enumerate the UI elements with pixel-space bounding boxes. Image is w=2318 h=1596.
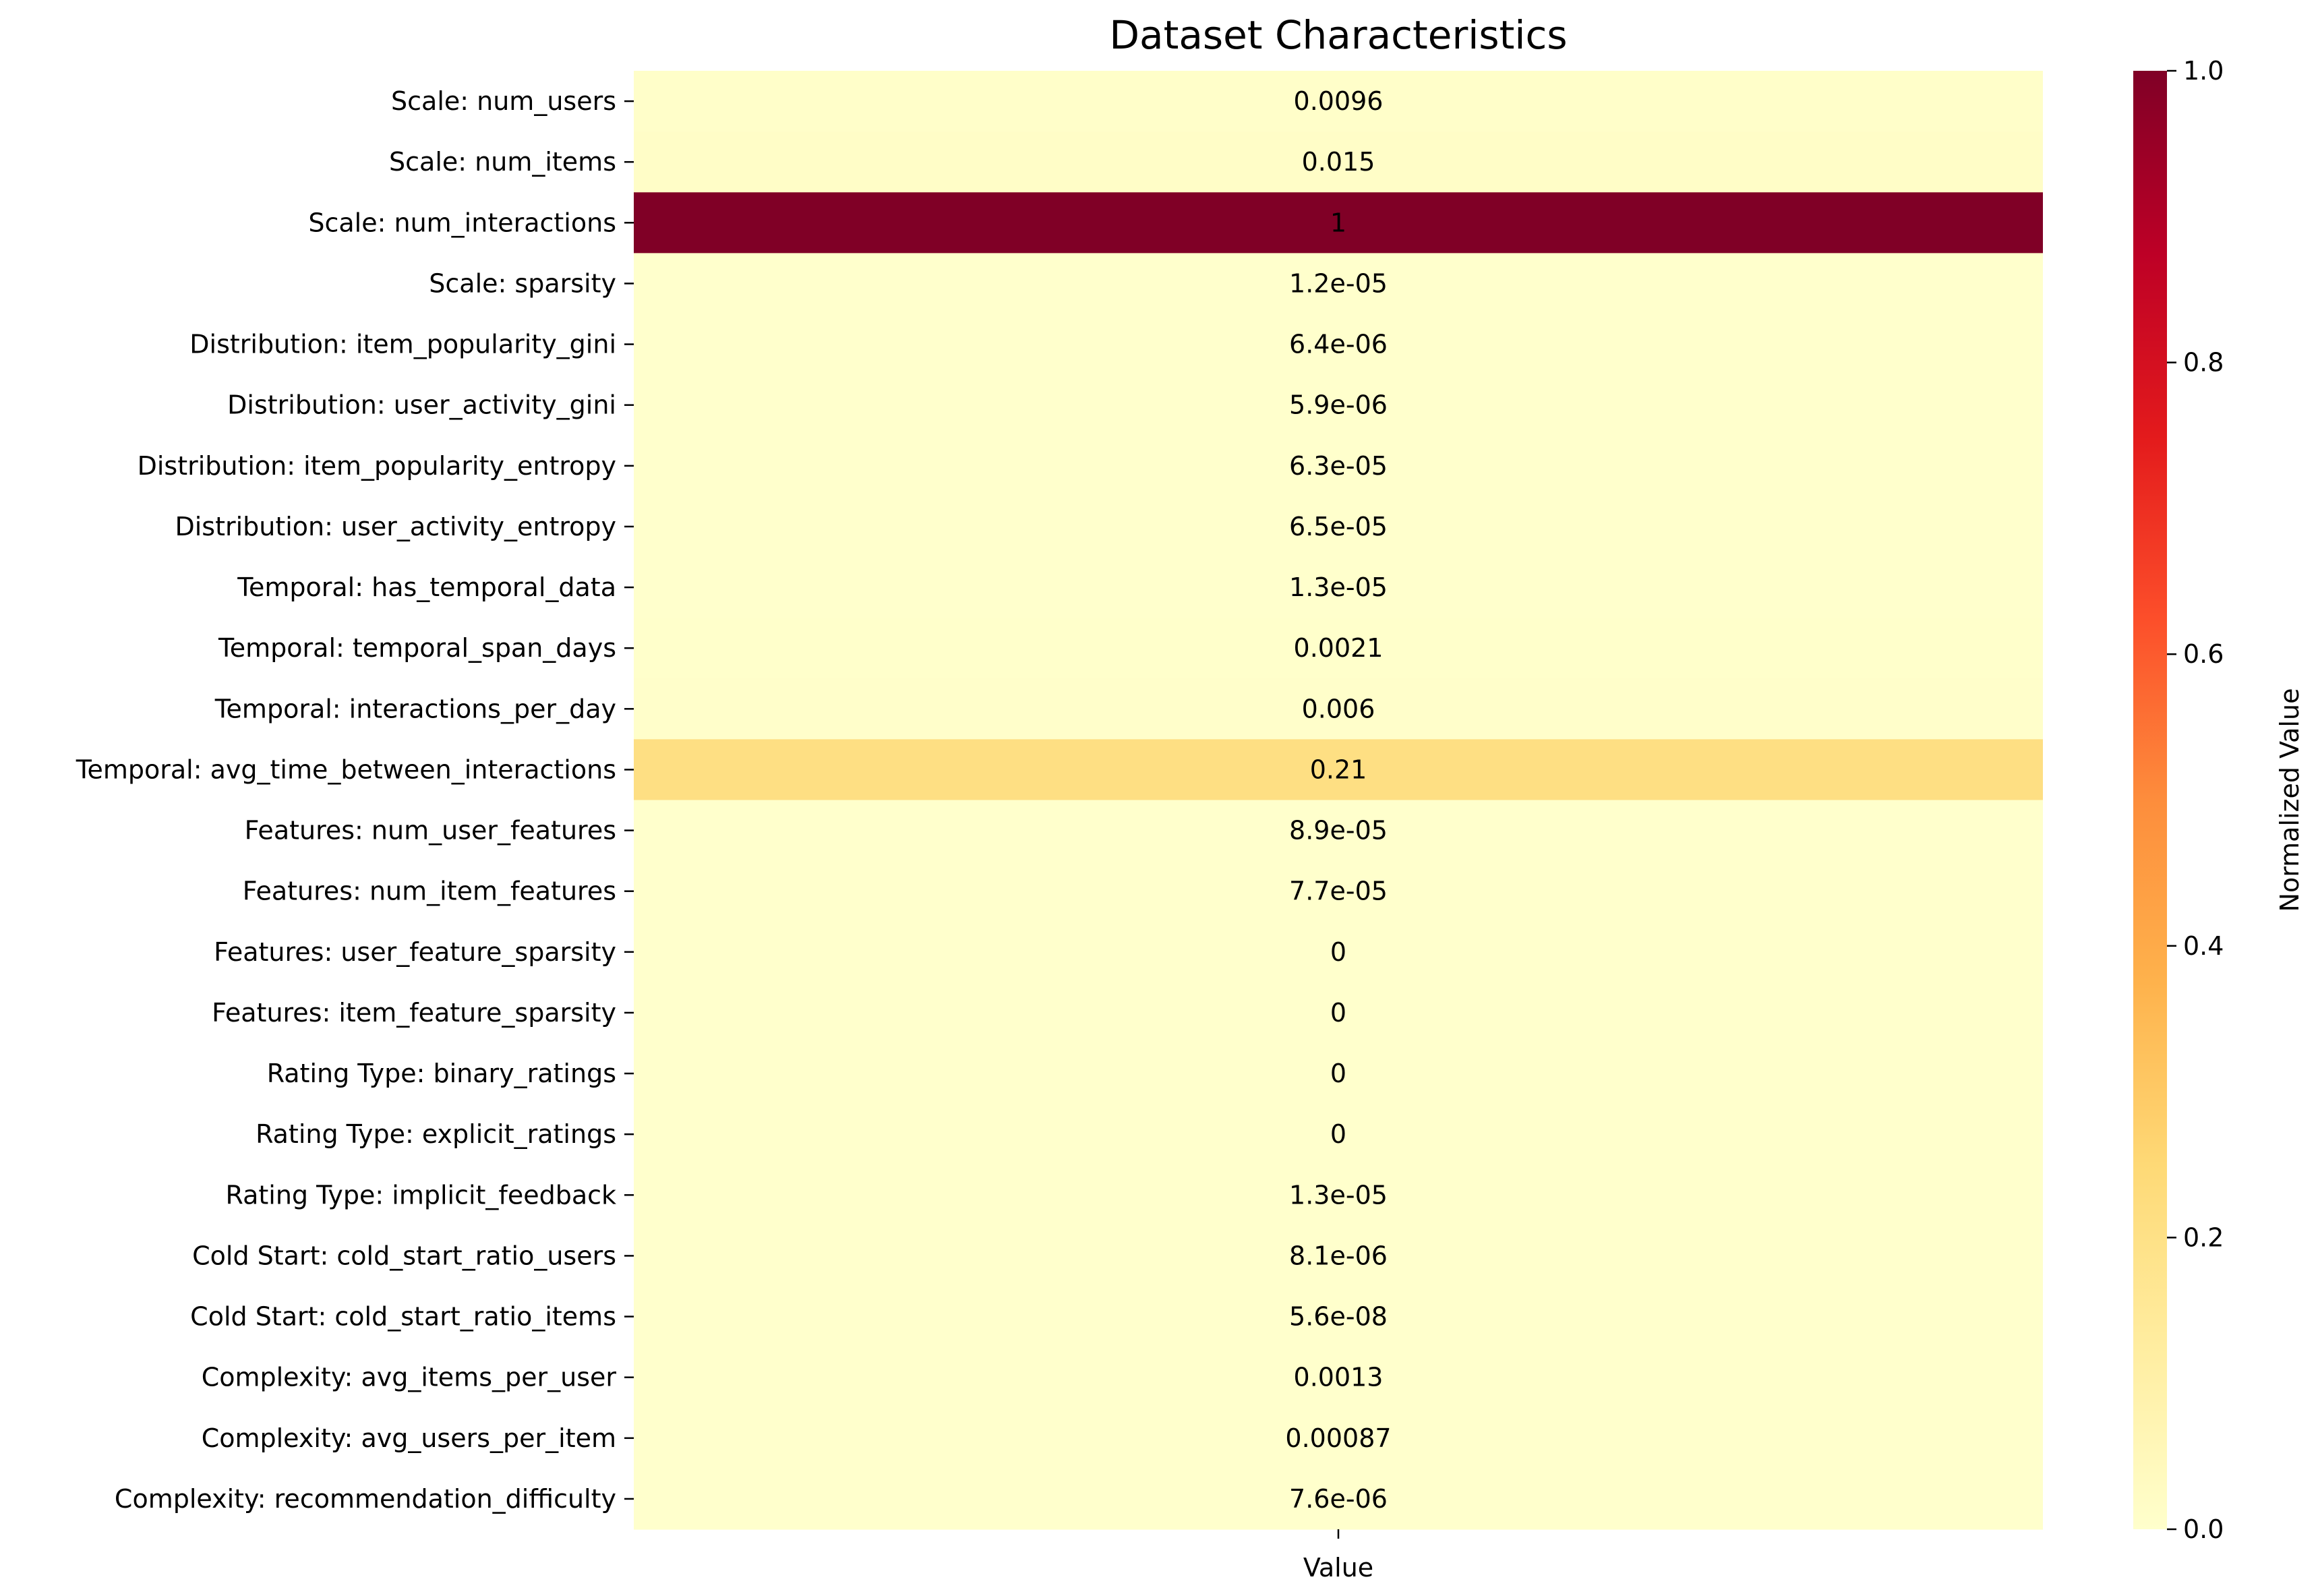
heatmap-cell <box>634 1347 2043 1409</box>
cell-annotation: 6.3e-05 <box>1289 451 1388 481</box>
heatmap-cell <box>634 131 2043 193</box>
colorbar-tick-label: 1.0 <box>2183 56 2224 86</box>
cell-annotation: 0 <box>1330 1119 1346 1149</box>
y-tick-label: Rating Type: binary_ratings <box>267 1059 616 1088</box>
y-tick-label: Features: num_user_features <box>245 816 616 846</box>
cell-annotation: 6.4e-06 <box>1289 330 1388 359</box>
heatmap-cell <box>634 678 2043 740</box>
heatmap-cell <box>634 921 2043 983</box>
y-tick-label: Complexity: avg_users_per_item <box>202 1423 616 1453</box>
cell-annotation: 0 <box>1330 1059 1346 1088</box>
cell-annotation: 0.21 <box>1310 755 1367 784</box>
cell-annotation: 8.9e-05 <box>1289 816 1388 846</box>
heatmap-cell <box>634 1104 2043 1165</box>
cell-annotation: 7.6e-06 <box>1289 1484 1388 1514</box>
cell-annotation: 6.5e-05 <box>1289 512 1388 541</box>
y-axis: Scale: num_users Scale: num_items Scale: n… <box>76 86 634 1514</box>
heatmap-cell <box>634 374 2043 436</box>
heatmap-cell <box>634 618 2043 679</box>
heatmap-cells: 0.0096 0.015 1 1.2e-05 6.4e-06 5.9e-06 6.3e-05… <box>634 71 2043 1530</box>
y-tick-label: Rating Type: implicit_feedback <box>226 1180 616 1210</box>
cell-annotation: 5.9e-06 <box>1289 390 1388 420</box>
cell-annotation: 5.6e-08 <box>1289 1302 1388 1332</box>
heatmap-cell <box>634 1468 2043 1530</box>
y-tick-label: Scale: num_users <box>391 86 616 116</box>
heatmap-cell <box>634 1407 2043 1469</box>
heatmap-cell <box>634 435 2043 497</box>
y-tick-label: Temporal: avg_time_between_interactions <box>76 755 616 784</box>
y-tick-label: Distribution: item_popularity_gini <box>189 330 616 359</box>
y-tick-label: Temporal: interactions_per_day <box>214 694 616 723</box>
cell-annotation: 0 <box>1330 937 1346 967</box>
cell-annotation: 0 <box>1330 998 1346 1028</box>
y-tick-label: Distribution: user_activity_gini <box>227 390 616 420</box>
y-tick-label: Complexity: recommendation_difficulty <box>115 1484 616 1514</box>
heatmap-cell <box>634 557 2043 618</box>
heatmap-cell <box>634 1164 2043 1226</box>
x-axis-label: Value <box>1303 1553 1373 1583</box>
colorbar-tick-label: 0.2 <box>2183 1222 2224 1252</box>
heatmap-cell <box>634 800 2043 862</box>
heatmap-cell <box>634 982 2043 1044</box>
y-tick-label: Features: item_feature_sparsity <box>212 998 616 1028</box>
heatmap-cell <box>634 71 2043 132</box>
y-tick-label: Scale: sparsity <box>429 268 616 298</box>
cell-annotation: 1.3e-05 <box>1289 1180 1388 1210</box>
cell-annotation: 7.7e-05 <box>1289 877 1388 906</box>
cell-annotation: 0.0021 <box>1294 633 1384 663</box>
y-tick-label: Cold Start: cold_start_ratio_users <box>192 1241 616 1270</box>
y-tick-label: Features: user_feature_sparsity <box>214 937 616 967</box>
heatmap-cell <box>634 860 2043 922</box>
y-tick-label: Distribution: user_activity_entropy <box>175 512 616 541</box>
cell-annotation: 1.3e-05 <box>1289 572 1388 602</box>
heatmap-cell <box>634 1286 2043 1348</box>
heatmap-cell <box>634 314 2043 376</box>
colorbar-tick-label: 0.8 <box>2183 348 2224 378</box>
y-tick-label: Temporal: temporal_span_days <box>218 633 616 663</box>
heatmap-cell <box>634 739 2043 801</box>
colorbar-tick-label: 0.0 <box>2183 1514 2224 1544</box>
y-tick-label: Distribution: item_popularity_entropy <box>138 451 616 481</box>
cell-annotation: 0.00087 <box>1285 1423 1391 1453</box>
colorbar: 0.0 0.2 0.4 0.6 0.8 1.0 Normalized Value <box>2133 56 2305 1544</box>
y-tick-label: Rating Type: explicit_ratings <box>256 1119 616 1149</box>
cell-annotation: 0.0096 <box>1294 86 1384 116</box>
y-tick-label: Scale: num_items <box>389 147 616 177</box>
heatmap-cell <box>634 253 2043 315</box>
cell-annotation: 0.0013 <box>1294 1363 1384 1392</box>
colorbar-tick-label: 0.6 <box>2183 639 2224 669</box>
cell-annotation: 8.1e-06 <box>1289 1241 1388 1270</box>
heatmap-cell <box>634 1043 2043 1104</box>
heatmap-cell <box>634 496 2043 558</box>
cell-annotation: 1 <box>1330 208 1346 237</box>
heatmap-cell <box>634 1225 2043 1287</box>
cell-annotation: 0.015 <box>1302 147 1375 177</box>
y-tick-label: Temporal: has_temporal_data <box>237 572 616 602</box>
y-tick-label: Cold Start: cold_start_ratio_items <box>190 1302 616 1332</box>
y-tick-label: Complexity: avg_items_per_user <box>202 1363 617 1392</box>
heatmap-cell <box>634 192 2043 254</box>
cell-annotation: 1.2e-05 <box>1289 268 1388 298</box>
y-tick-label: Scale: num_interactions <box>308 208 616 237</box>
chart-title: Dataset Characteristics <box>1109 12 1567 58</box>
y-tick-label: Features: num_item_features <box>243 877 616 906</box>
colorbar-tick-label: 0.4 <box>2183 931 2224 961</box>
colorbar-label: Normalized Value <box>2275 688 2305 912</box>
cell-annotation: 0.006 <box>1302 694 1375 723</box>
colorbar-gradient <box>2133 71 2167 1529</box>
